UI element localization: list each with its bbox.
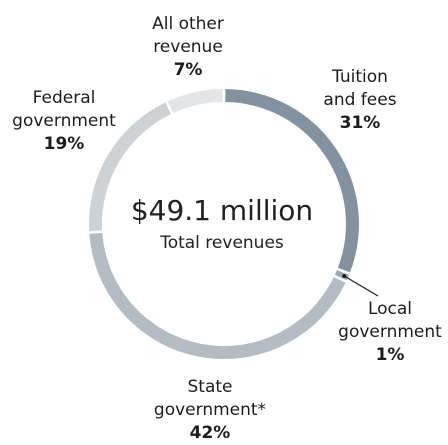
slice-name-line: government* [153, 400, 267, 420]
label-federal-government: Federal government 19% [2, 87, 126, 156]
leader-dot-local-government [342, 274, 347, 279]
slice-percent: 7% [173, 60, 203, 80]
center-total-caption: Total revenues [160, 233, 284, 253]
slice-name-line: All other [152, 14, 224, 34]
donut-slice-1 [334, 270, 349, 281]
leader-line-local-government [343, 275, 379, 297]
label-tuition-and-fees: Tuition and fees 31% [310, 66, 410, 135]
slice-percent: 31% [339, 113, 381, 133]
donut-slice-4 [167, 89, 223, 114]
label-state-government: State government* 42% [150, 376, 270, 445]
slice-percent: 1% [375, 345, 405, 365]
slice-name-line: and fees [323, 90, 397, 110]
label-local-government: Local government 1% [332, 298, 448, 367]
slice-name-line: Local [367, 299, 413, 319]
slice-name-line: Tuition [332, 67, 388, 87]
donut-slice-0 [225, 89, 359, 273]
donut-slice-3 [89, 102, 171, 232]
label-all-other-revenue: All other revenue 7% [136, 13, 240, 82]
slice-name-line: revenue [153, 37, 223, 57]
slice-name-line: Federal [32, 88, 96, 108]
slice-name-line: government [12, 111, 116, 131]
center-total-value: $49.1 million [130, 194, 314, 227]
slice-percent: 42% [189, 423, 231, 443]
donut-slice-2 [89, 232, 346, 359]
slice-name-line: government [338, 322, 442, 342]
slice-percent: 19% [43, 134, 85, 154]
slice-name-line: State [187, 377, 233, 397]
